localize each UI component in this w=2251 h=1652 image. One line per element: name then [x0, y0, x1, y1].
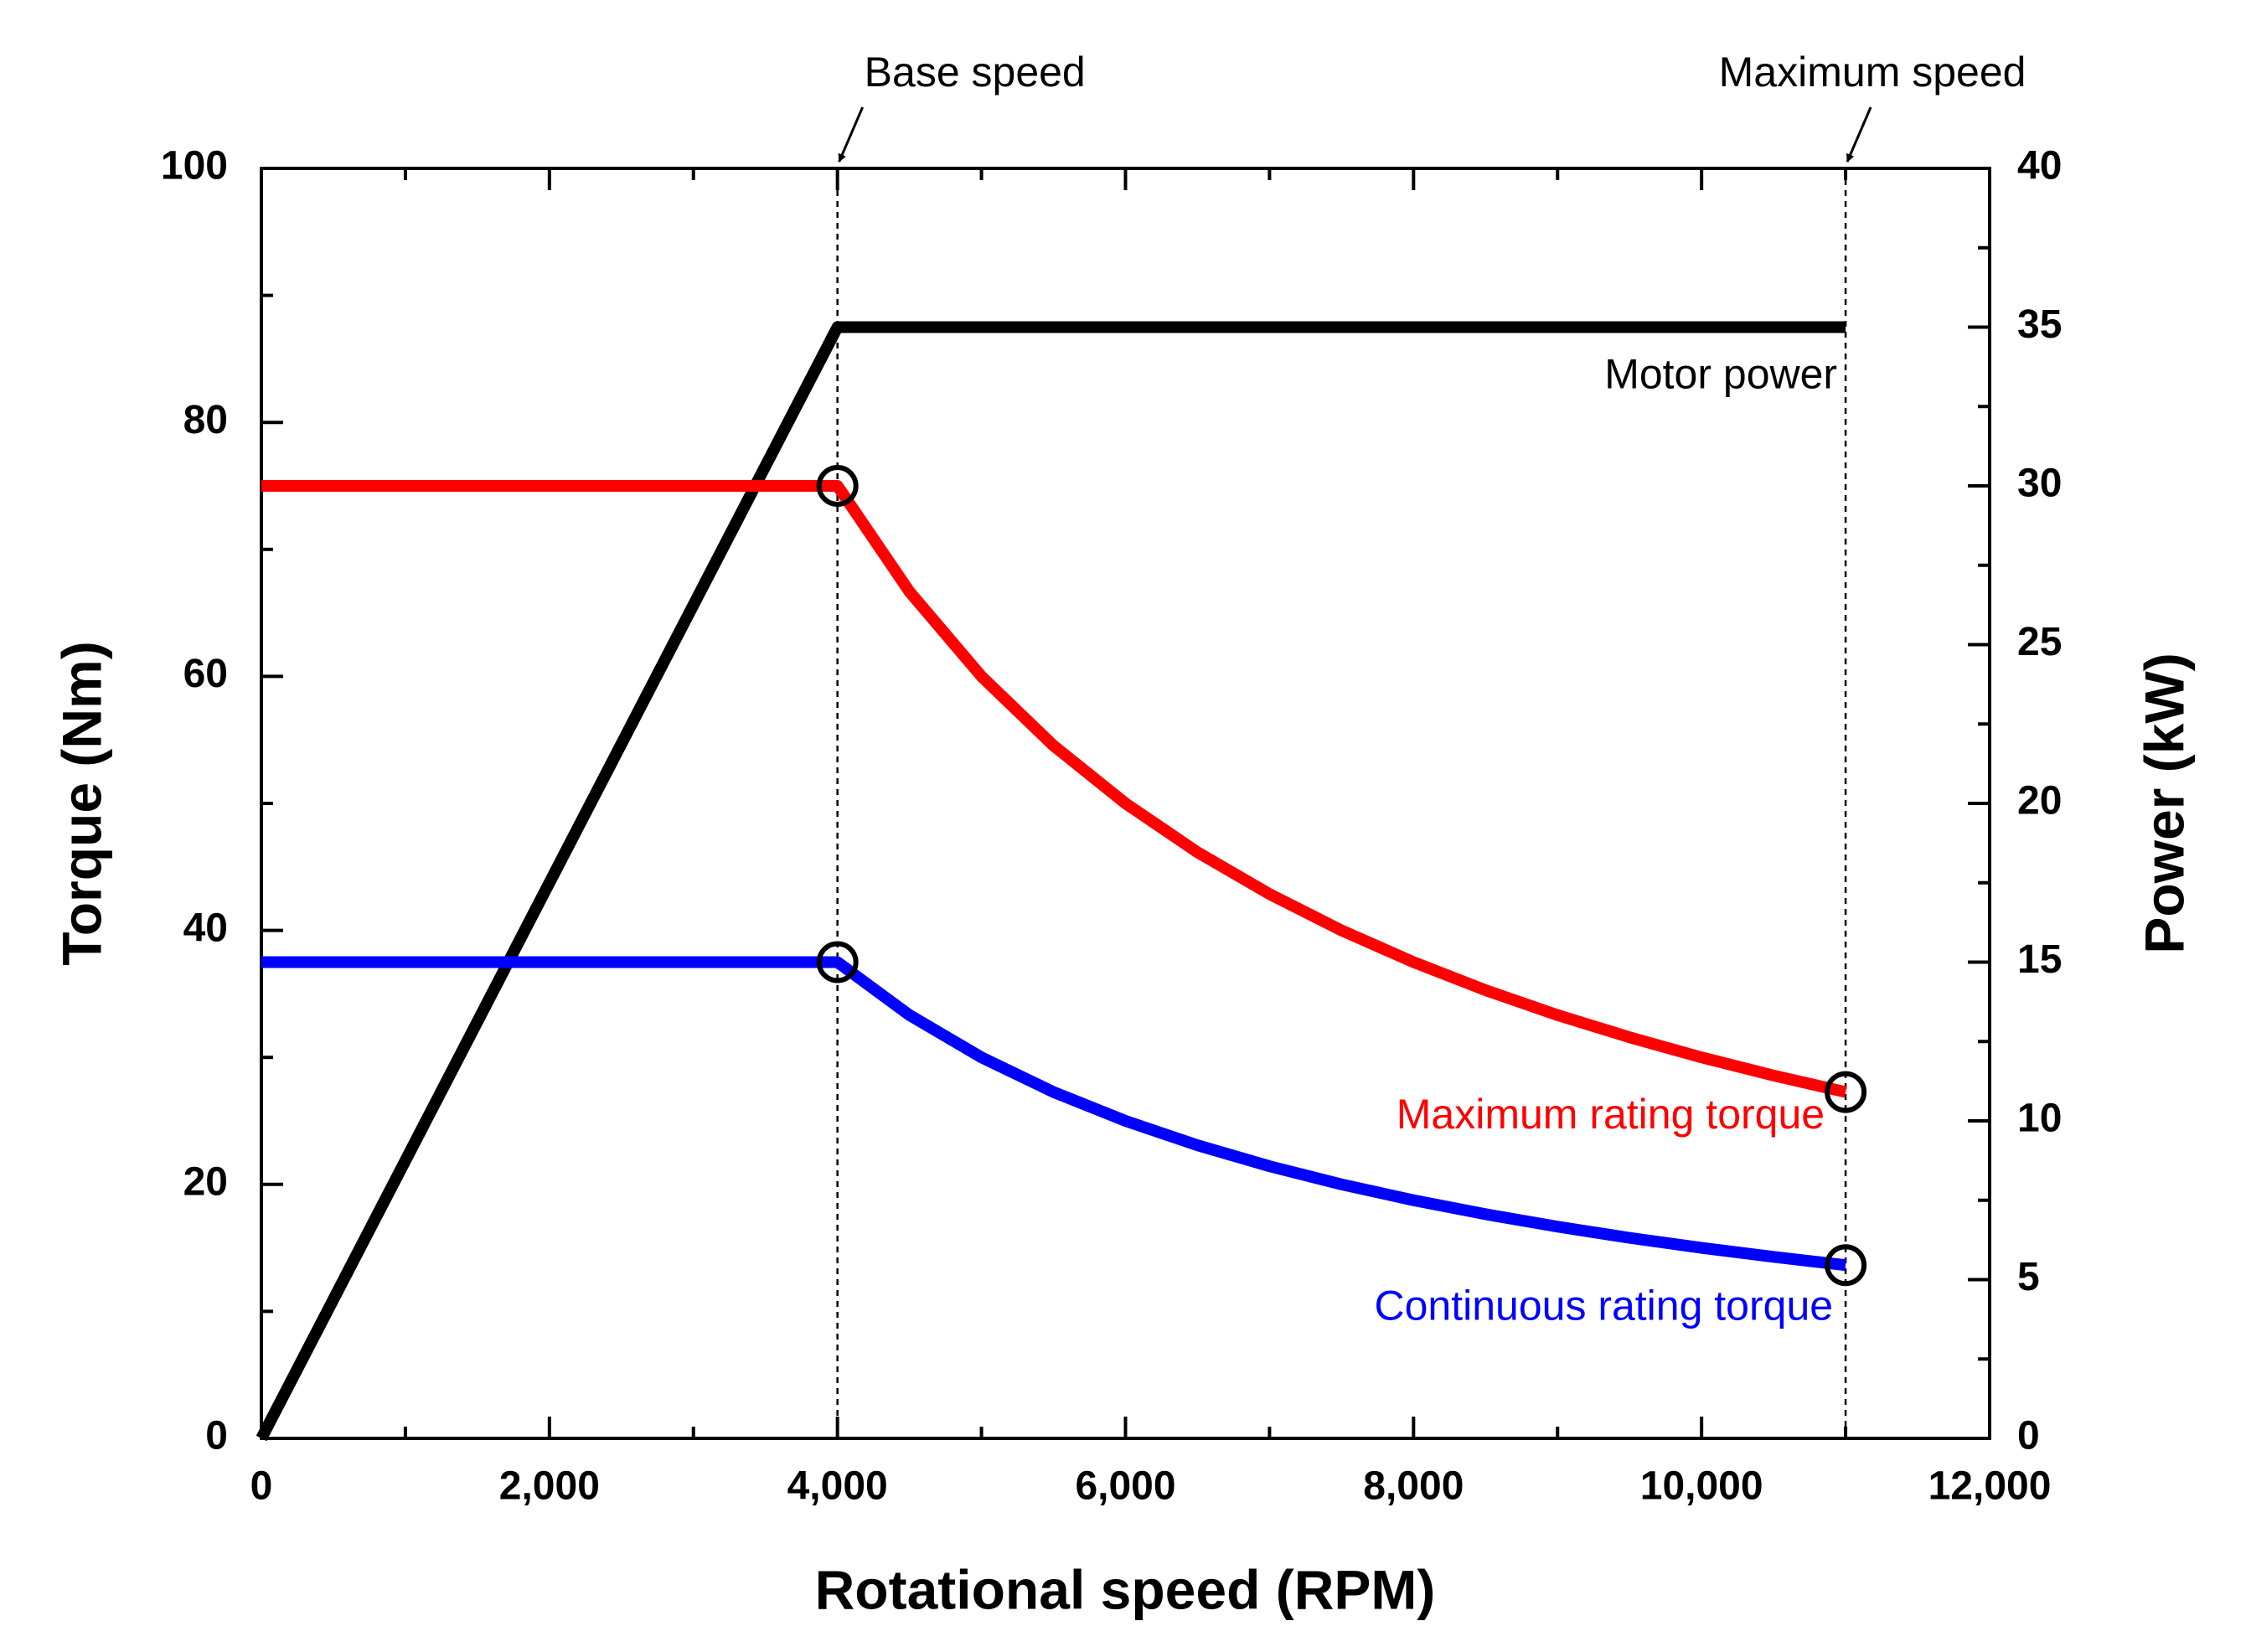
x-axis-title: Rotational speed (RPM)	[815, 1558, 1436, 1620]
y2-tick-label: 40	[2017, 144, 2062, 188]
series-label: Motor power	[1604, 351, 1837, 398]
y2-tick-label: 15	[2017, 937, 2062, 982]
y-tick-label: 0	[205, 1414, 228, 1458]
series-label: Maximum rating torque	[1397, 1091, 1825, 1138]
x-tick-label: 8,000	[1363, 1464, 1464, 1509]
y-tick-label: 100	[161, 144, 228, 188]
y2-tick-label: 25	[2017, 620, 2062, 664]
annotation-arrow	[1846, 106, 1872, 163]
x-tick-label: 6,000	[1075, 1464, 1175, 1509]
y2-tick-label: 20	[2017, 779, 2062, 823]
x-tick-label: 0	[250, 1464, 273, 1509]
y2-tick-label: 35	[2017, 302, 2062, 347]
x-tick-label: 10,000	[1640, 1464, 1763, 1509]
y-tick-label: 80	[183, 398, 228, 442]
y2-tick-label: 5	[2017, 1255, 2040, 1299]
x-tick-label: 4,000	[787, 1464, 888, 1509]
point-marker	[816, 465, 859, 507]
series-line	[261, 956, 1846, 1272]
series-line	[261, 480, 1847, 1098]
x-tick-label: 2,000	[499, 1464, 600, 1509]
point-marker	[816, 941, 859, 983]
y2-tick-label: 10	[2017, 1097, 2062, 1141]
annotation-arrow	[838, 106, 865, 163]
y-tick-label: 40	[183, 906, 228, 950]
series-line	[256, 321, 1846, 1442]
y2-axis-title: Power (kW)	[2133, 653, 2195, 953]
point-marker	[1825, 1071, 1867, 1113]
annotation-text: Base speed	[865, 49, 1086, 96]
y-tick-label: 20	[183, 1159, 228, 1204]
y2-tick-label: 0	[2017, 1414, 2040, 1458]
y-tick-label: 60	[183, 652, 228, 696]
x-tick-label: 12,000	[1928, 1464, 2052, 1509]
y2-tick-label: 30	[2017, 462, 2062, 506]
point-marker	[1825, 1244, 1867, 1287]
y-axis-title: Torque (Nm)	[50, 641, 112, 965]
annotation-text: Maximum speed	[1719, 49, 2026, 96]
series-label: Continuous rating torque	[1374, 1282, 1833, 1329]
